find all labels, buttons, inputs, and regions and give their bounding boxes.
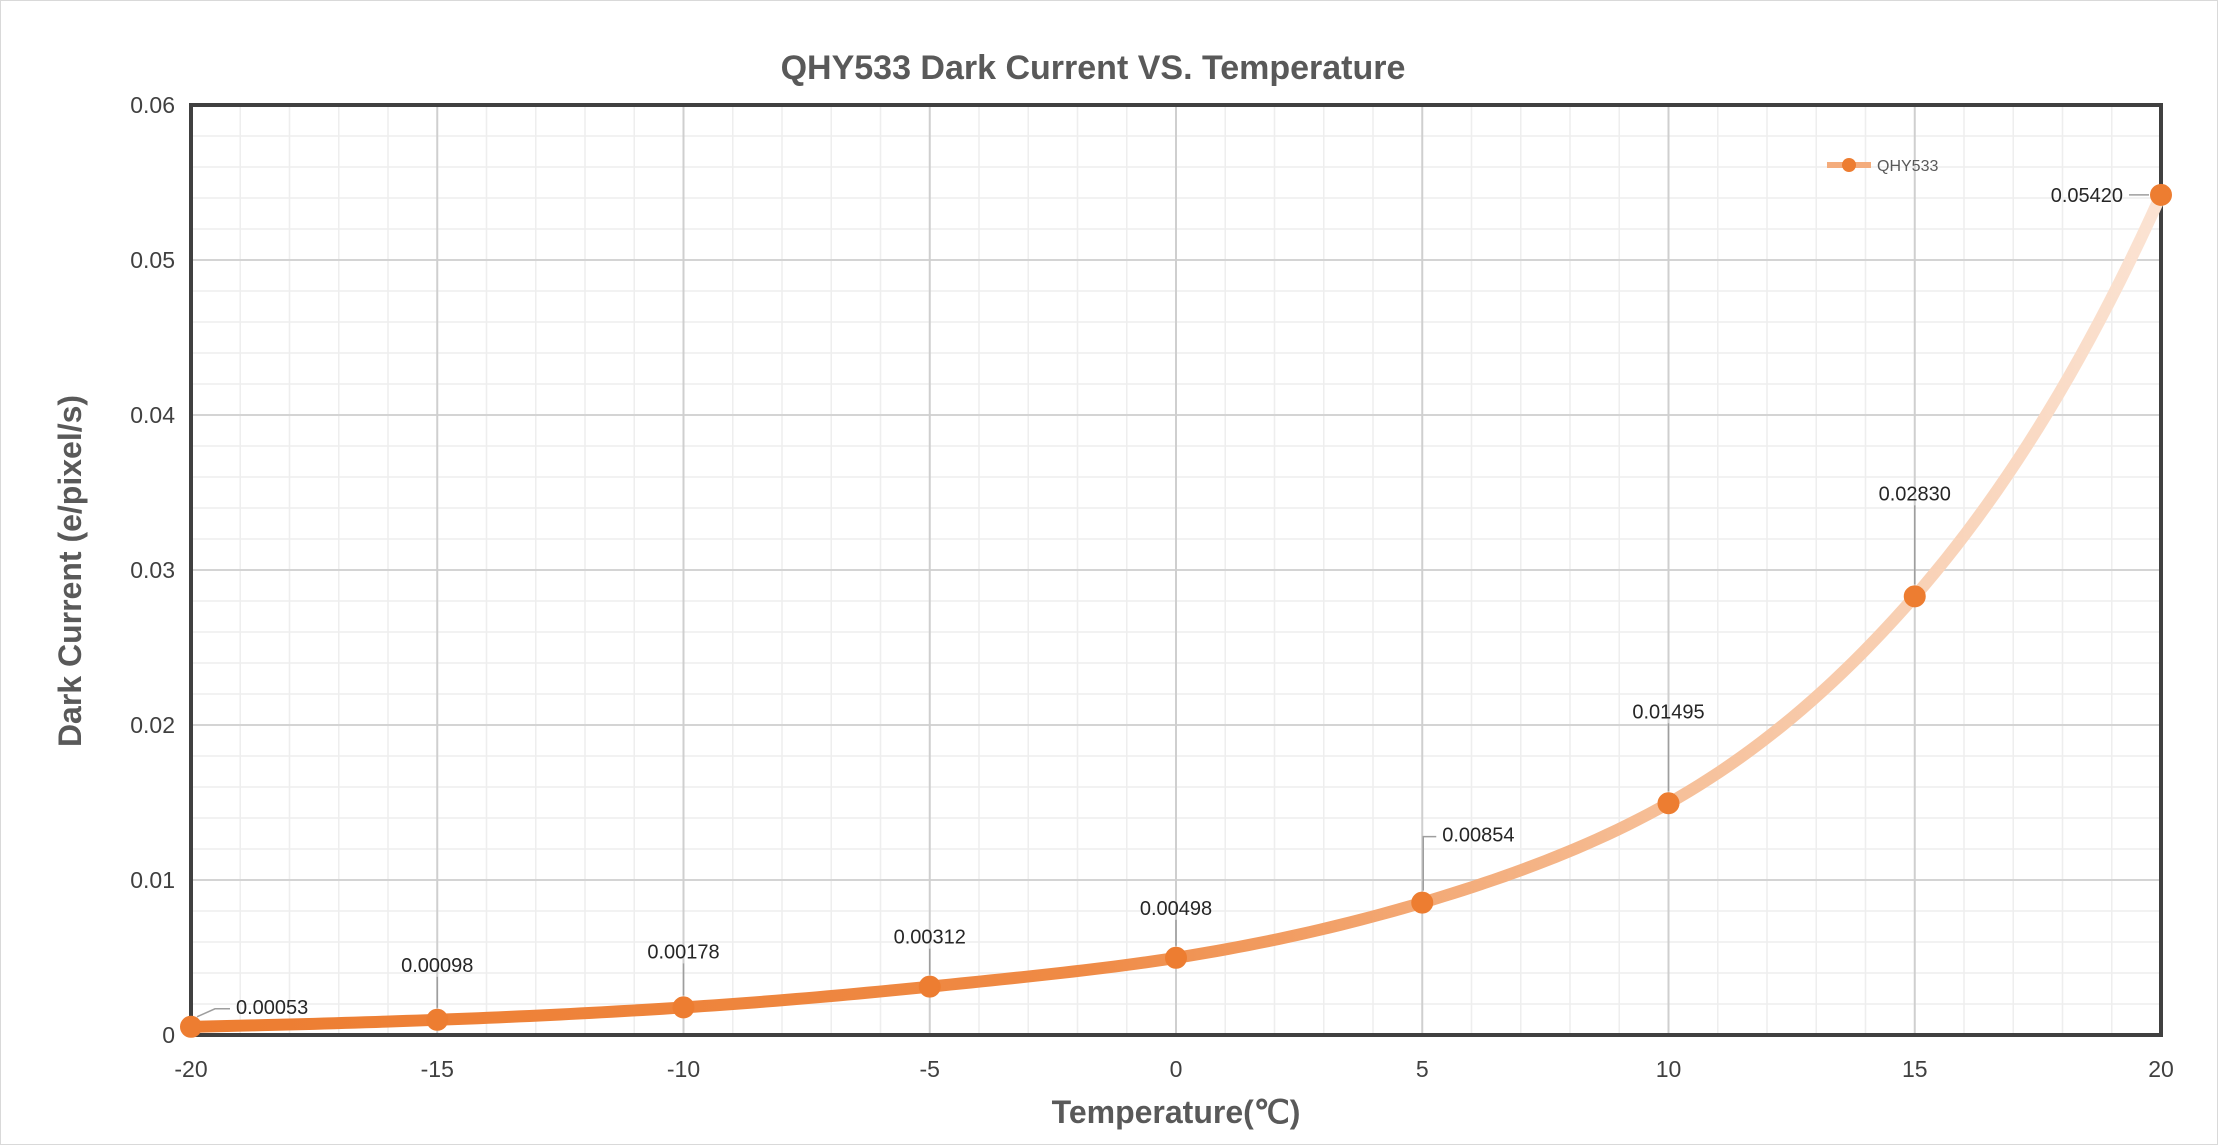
x-tick-label: 0 [1170, 1056, 1183, 1082]
x-axis-ticks: -20 -15 -10 -5 0 5 10 15 20 [174, 1056, 2173, 1082]
data-label: 0.05420 [2051, 185, 2123, 207]
data-point-marker [2150, 183, 2172, 206]
x-tick-label: -10 [667, 1056, 700, 1082]
data-point-marker [1657, 792, 1680, 815]
data-label: 0.02830 [1879, 483, 1951, 505]
x-tick-label: -15 [421, 1056, 454, 1082]
y-tick-label: 0.01 [130, 867, 175, 893]
data-label: 0.00098 [401, 955, 473, 977]
y-tick-label: 0 [162, 1022, 175, 1048]
plot-area-border [189, 103, 2163, 1037]
data-point-marker [426, 1008, 449, 1031]
data-label: 0.00178 [647, 941, 719, 963]
x-tick-label: -5 [920, 1056, 940, 1082]
y-axis-ticks: 0 0.01 0.02 0.03 0.04 0.05 0.06 [130, 92, 175, 1048]
y-tick-label: 0.02 [130, 712, 175, 738]
y-tick-label: 0.06 [130, 92, 175, 118]
y-tick-label: 0.03 [130, 557, 175, 583]
data-point-marker [180, 1015, 202, 1038]
x-tick-label: 5 [1416, 1056, 1429, 1082]
data-point-marker [918, 975, 941, 998]
data-label: 0.00498 [1140, 898, 1212, 920]
x-tick-label: 10 [1656, 1056, 1682, 1082]
data-label: 0.00312 [894, 927, 966, 949]
legend: QHY533 [1827, 158, 1938, 175]
y-tick-label: 0.05 [130, 247, 175, 273]
data-label-leader [196, 1008, 230, 1018]
data-label-leaders [196, 194, 2149, 1018]
data-point-marker [1411, 891, 1434, 914]
y-tick-label: 0.04 [130, 402, 175, 428]
x-tick-label: 15 [1902, 1056, 1928, 1082]
data-point-marker [1165, 946, 1187, 969]
y-axis-title: Dark Current (e/pixel/s) [52, 395, 88, 747]
series-markers [180, 183, 2172, 1038]
x-axis-title: Temperature(℃) [1052, 1094, 1301, 1130]
legend-label: QHY533 [1877, 158, 1938, 175]
data-point-marker [1903, 585, 1926, 608]
x-tick-label: 20 [2148, 1056, 2174, 1082]
data-labels: 0.00053 0.00098 0.00178 0.00312 0.00498 0.008… [236, 185, 2123, 1019]
x-tick-label: -20 [174, 1056, 207, 1082]
data-label: 0.01495 [1632, 701, 1704, 723]
chart-title: QHY533 Dark Current VS. Temperature [781, 49, 1406, 87]
data-label: 0.00053 [236, 997, 308, 1019]
data-point-marker [672, 996, 695, 1019]
data-label: 0.00854 [1442, 825, 1514, 847]
legend-marker-swatch [1842, 158, 1856, 172]
data-label-leader [1422, 835, 1437, 891]
